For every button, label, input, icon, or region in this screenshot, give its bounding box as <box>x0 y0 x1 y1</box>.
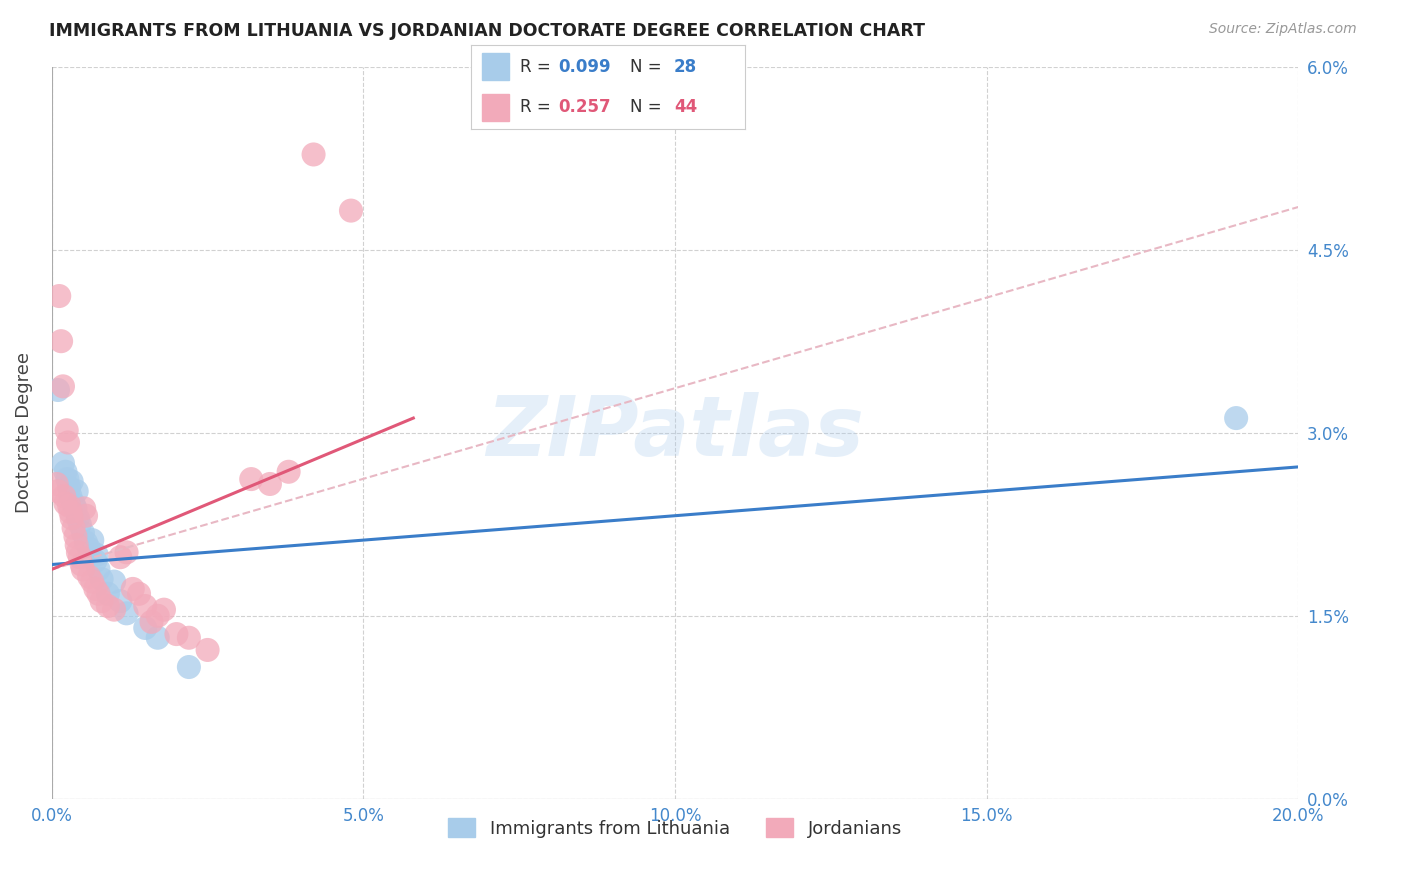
Point <box>62 521 84 535</box>
Point <box>66 511 89 525</box>
Point <box>82 574 104 589</box>
Point <box>52 456 75 470</box>
Point <box>259 477 281 491</box>
Bar <box>482 54 509 80</box>
Text: Source: ZipAtlas.com: Source: ZipAtlas.com <box>1209 22 1357 37</box>
Point <box>86 548 108 562</box>
Point <box>60 475 83 489</box>
Point <box>56 472 79 486</box>
Point <box>128 587 150 601</box>
Bar <box>482 94 509 120</box>
Point <box>134 621 156 635</box>
Point <box>110 550 132 565</box>
Point <box>59 505 82 519</box>
Point <box>121 582 143 596</box>
Point <box>62 496 84 510</box>
Point <box>177 660 200 674</box>
Point <box>60 511 83 525</box>
Point <box>134 599 156 613</box>
Point <box>48 289 70 303</box>
Text: N =: N = <box>630 98 666 116</box>
Point <box>49 334 72 348</box>
Text: N =: N = <box>630 58 666 76</box>
Point <box>52 379 75 393</box>
Point <box>55 496 77 510</box>
Point <box>72 562 94 576</box>
Point <box>115 607 138 621</box>
Point <box>66 484 89 499</box>
Point <box>165 627 187 641</box>
Text: 0.099: 0.099 <box>558 58 612 76</box>
Y-axis label: Doctorate Degree: Doctorate Degree <box>15 352 32 513</box>
Point <box>115 545 138 559</box>
Point <box>197 643 219 657</box>
Point <box>177 631 200 645</box>
Point <box>72 525 94 540</box>
Point <box>58 499 80 513</box>
Point <box>66 545 89 559</box>
Point <box>55 465 77 479</box>
Text: 0.257: 0.257 <box>558 98 612 116</box>
Point <box>90 594 112 608</box>
Point <box>302 147 325 161</box>
Text: IMMIGRANTS FROM LITHUANIA VS JORDANIAN DOCTORATE DEGREE CORRELATION CHART: IMMIGRANTS FROM LITHUANIA VS JORDANIAN D… <box>49 22 925 40</box>
Point <box>90 572 112 586</box>
Point <box>141 615 163 629</box>
Point <box>69 517 91 532</box>
Point <box>56 435 79 450</box>
Point <box>77 541 100 556</box>
Text: 28: 28 <box>673 58 697 76</box>
Point <box>73 501 96 516</box>
Point <box>110 594 132 608</box>
Point <box>84 554 107 568</box>
Point <box>82 533 104 548</box>
Point <box>65 501 87 516</box>
Point <box>146 631 169 645</box>
Point <box>277 465 299 479</box>
Text: R =: R = <box>520 98 557 116</box>
Point <box>46 383 69 397</box>
Point <box>153 602 176 616</box>
Point <box>146 608 169 623</box>
Legend: Immigrants from Lithuania, Jordanians: Immigrants from Lithuania, Jordanians <box>441 811 910 845</box>
Point <box>46 484 69 499</box>
Point <box>53 489 76 503</box>
Point <box>240 472 263 486</box>
Text: ZIPatlas: ZIPatlas <box>486 392 865 474</box>
Point <box>59 489 82 503</box>
Point <box>87 587 110 601</box>
Point <box>77 570 100 584</box>
Point <box>97 587 120 601</box>
Point <box>1225 411 1247 425</box>
Point <box>97 599 120 613</box>
Point <box>69 550 91 565</box>
Point <box>75 535 97 549</box>
Text: 44: 44 <box>673 98 697 116</box>
Point <box>340 203 363 218</box>
Point <box>103 602 125 616</box>
Point <box>84 582 107 596</box>
Point <box>103 574 125 589</box>
Point <box>70 558 93 572</box>
Point <box>45 477 67 491</box>
Text: R =: R = <box>520 58 557 76</box>
Point <box>58 481 80 495</box>
Point <box>55 423 77 437</box>
Point <box>75 508 97 523</box>
Point <box>87 562 110 576</box>
Point <box>66 538 89 552</box>
Point <box>65 529 87 543</box>
